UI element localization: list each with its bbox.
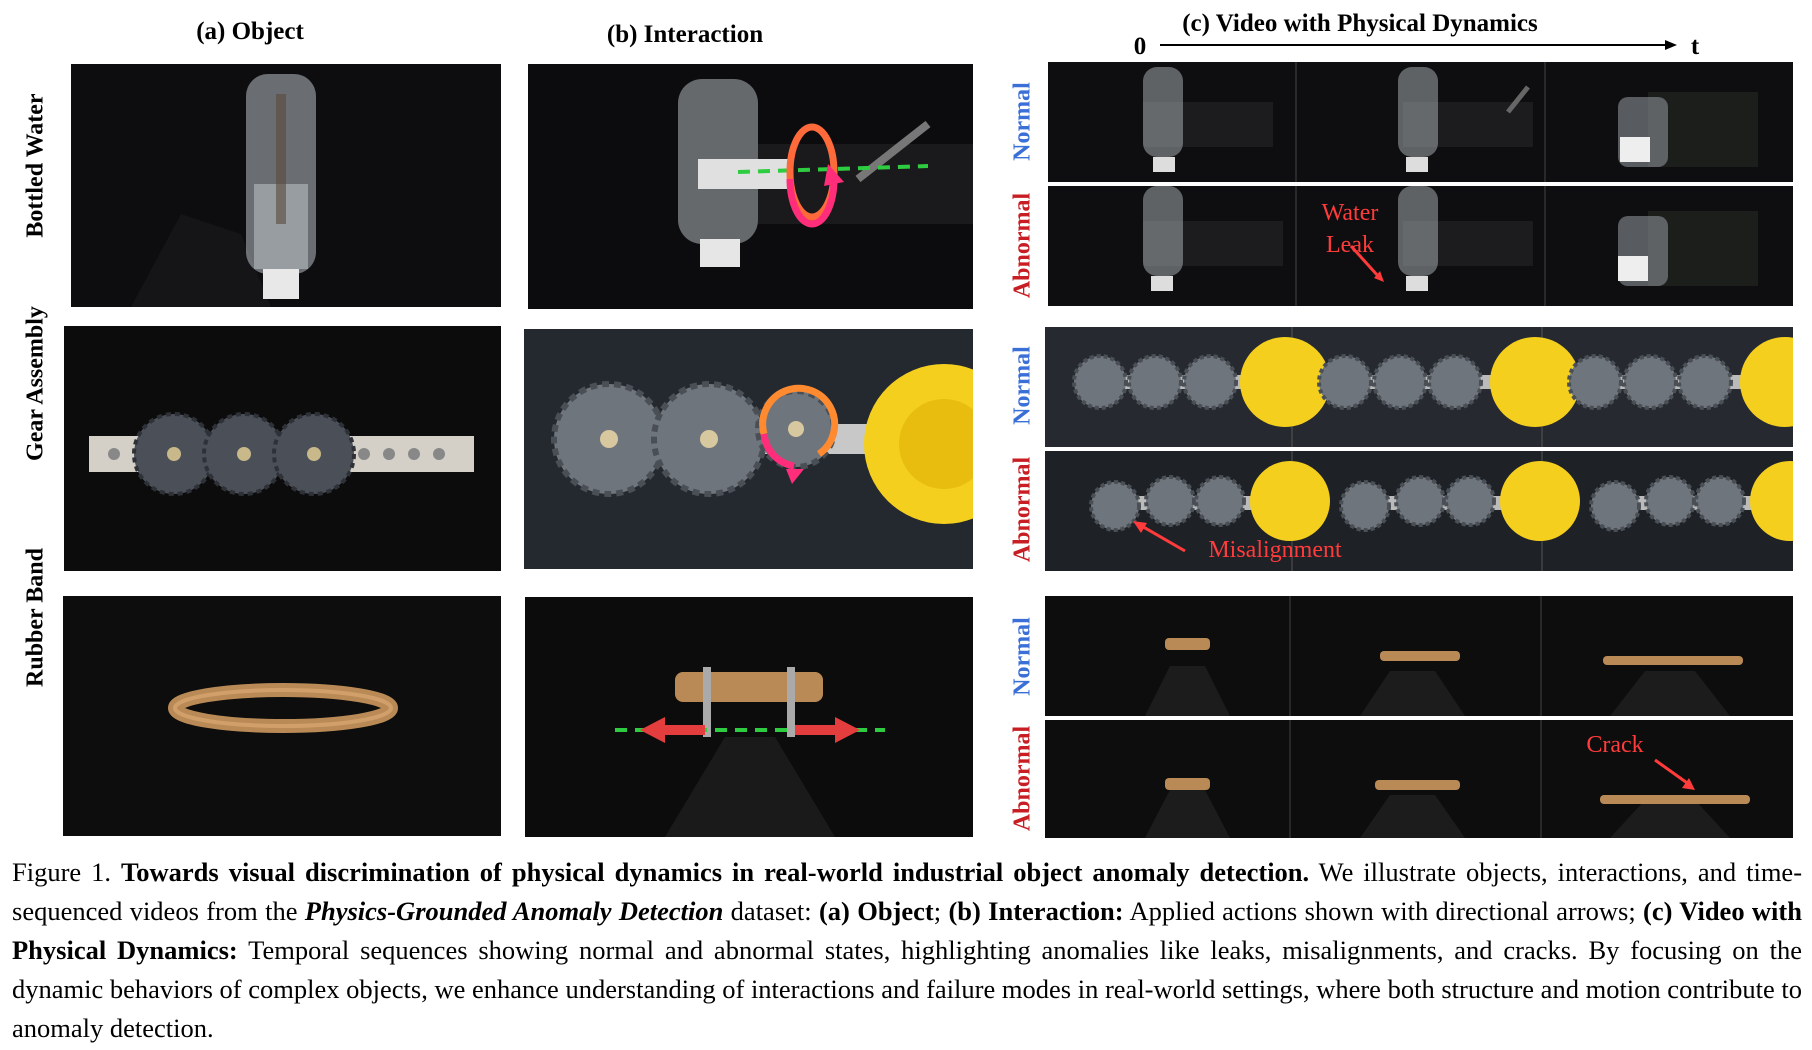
caption-part-c: (c) Video with Physical Dynamics: <box>12 896 1802 965</box>
bottled-water-interaction-image <box>528 64 973 309</box>
header-interaction: (b) Interaction <box>606 21 764 48</box>
rubber-band-video-abnormal <box>1045 720 1793 838</box>
misalignment-label: Misalignment <box>1208 537 1342 563</box>
row-label-bottled-water: Bottled Water <box>22 93 49 238</box>
rubber-band-video-normal <box>1045 596 1793 716</box>
water-leak-label-line1: Water <box>1321 200 1379 226</box>
bottled-water-video-normal <box>1048 62 1793 182</box>
gear-assembly-object-image <box>64 326 501 571</box>
header-video: (c) Video with Physical Dynamics <box>1182 10 1538 37</box>
header-object: (a) Object <box>196 18 304 45</box>
crack-label: Crack <box>1586 732 1644 758</box>
water-leak-label-line2: Leak <box>1326 232 1374 258</box>
row-label-rubber-band: Rubber Band <box>22 548 49 687</box>
gear-assembly-interaction-image <box>524 329 973 569</box>
bottled-water-video-abnormal <box>1048 186 1793 306</box>
caption-text-1: We illustrate objects, interactions, and… <box>12 857 1803 926</box>
state-normal-row1: Normal <box>1009 82 1036 161</box>
caption-text-4: Applied actions shown with directional a… <box>1123 896 1644 926</box>
row-label-gear-assembly: Gear Assembly <box>22 306 49 461</box>
gear-assembly-video-abnormal <box>1045 451 1793 571</box>
caption-part-b: (b) Interaction: <box>948 896 1124 926</box>
caption-text-2: dataset: <box>723 896 819 926</box>
caption-text-3: ; <box>933 896 949 926</box>
rubber-band-interaction-image <box>525 597 973 837</box>
caption-part-a: (a) Object <box>818 896 934 926</box>
caption-dataset-name: Physics-Grounded Anomaly Detection <box>304 896 724 926</box>
caption-title: Towards visual discrimination of physica… <box>121 857 1310 887</box>
state-abnormal-row3: Abnormal <box>1009 725 1036 832</box>
state-abnormal-row2: Abnormal <box>1009 456 1036 563</box>
state-abnormal-row1: Abnormal <box>1009 192 1036 299</box>
time-arrow <box>1160 40 1677 50</box>
state-normal-row3: Normal <box>1009 617 1036 696</box>
time-start-label: 0 <box>1133 33 1147 60</box>
time-end-label: t <box>1690 33 1700 60</box>
caption-text-5: Temporal sequences showing normal and ab… <box>12 935 1803 1043</box>
gear-assembly-video-normal <box>1045 327 1793 447</box>
caption-fig-number: Figure 1. <box>12 857 112 887</box>
bottled-water-object-image <box>71 64 501 307</box>
rubber-band-object-image <box>63 596 501 836</box>
figure-caption: Figure 1. Towards visual discrimination … <box>12 853 1802 1048</box>
state-normal-row2: Normal <box>1009 346 1036 425</box>
